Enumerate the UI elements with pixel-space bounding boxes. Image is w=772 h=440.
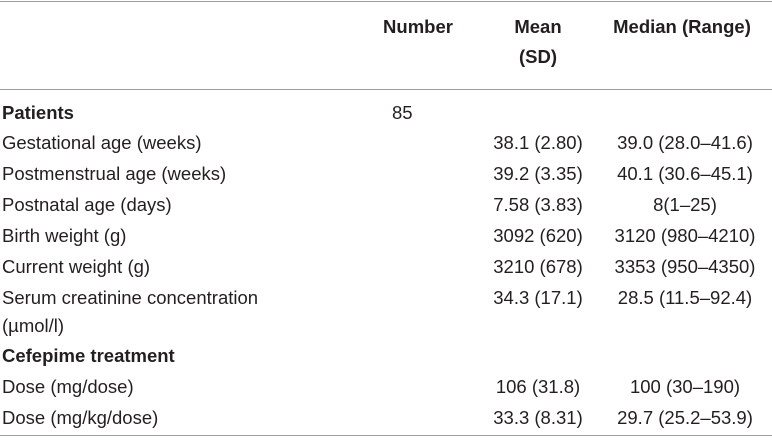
cell-median: 8(1–25) (653, 194, 717, 215)
table-row: Patients 85 (0, 97, 772, 129)
cell-median: 29.7 (25.2–53.9) (617, 407, 753, 428)
row-label: Postnatal age (days) (2, 194, 172, 215)
column-header-number: Number (383, 16, 453, 37)
section-heading-cefepime-treatment: Cefepime treatment (2, 345, 175, 366)
row-label: Current weight (g) (2, 256, 151, 277)
table-row: Cefepime treatment (0, 340, 772, 372)
table-row: Postmenstrual age (weeks) 39.2 (3.35) 40… (0, 158, 772, 190)
cell-median: 3120 (980–4210) (614, 225, 756, 246)
column-header-mean: Mean (SD) (514, 16, 562, 67)
cell-median: 40.1 (30.6–45.1) (617, 163, 753, 184)
row-label: Dose (mg/kg/dose) (2, 407, 159, 428)
table-row: Dose (mg/dose) 106 (31.8) 100 (30–190) (0, 371, 772, 403)
table-row: Gestational age (weeks) 38.1 (2.80) 39.0… (0, 127, 772, 159)
cell-mean: 39.2 (3.35) (493, 163, 583, 184)
cell-mean: 33.3 (8.31) (493, 407, 583, 428)
row-label-unit: (µmol/l) (2, 315, 65, 336)
cell-median: 28.5 (11.5–92.4) (617, 287, 753, 308)
row-label: Serum creatinine concentration (2, 287, 259, 308)
table-row: Birth weight (g) 3092 (620) 3120 (980–42… (0, 220, 772, 252)
table-row-continuation: (µmol/l) (0, 310, 772, 342)
cell-mean: 7.58 (3.83) (493, 194, 583, 215)
table-row: Serum creatinine concentration 34.3 (17.… (0, 282, 772, 314)
cell-median: 3353 (950–4350) (614, 256, 756, 277)
cell-mean: 3210 (678) (493, 256, 583, 277)
cell-mean: 38.1 (2.80) (493, 132, 583, 153)
cell-median: 100 (30–190) (629, 376, 741, 397)
table-header-rule (0, 89, 772, 90)
table-row: Dose (mg/kg/dose) 33.3 (8.31) 29.7 (25.2… (0, 402, 772, 434)
row-label: Postmenstrual age (weeks) (2, 163, 227, 184)
table-row: Postnatal age (days) 7.58 (3.83) 8(1–25) (0, 189, 772, 221)
cell-median: 39.0 (28.0–41.6) (617, 132, 753, 153)
column-header-median-range: Median (Range) (613, 16, 751, 37)
cell-mean: 34.3 (17.1) (493, 287, 583, 308)
cell-mean: 3092 (620) (493, 225, 583, 246)
section-heading-patients: Patients (2, 102, 74, 123)
table-top-rule (0, 1, 772, 2)
row-label: Gestational age (weeks) (2, 132, 202, 153)
cell-mean: 106 (31.8) (495, 376, 581, 397)
table-bottom-rule (0, 435, 772, 436)
cell-number: 85 (392, 102, 413, 123)
row-label: Dose (mg/dose) (2, 376, 134, 397)
table-row: Current weight (g) 3210 (678) 3353 (950–… (0, 251, 772, 283)
row-label: Birth weight (g) (2, 225, 127, 246)
